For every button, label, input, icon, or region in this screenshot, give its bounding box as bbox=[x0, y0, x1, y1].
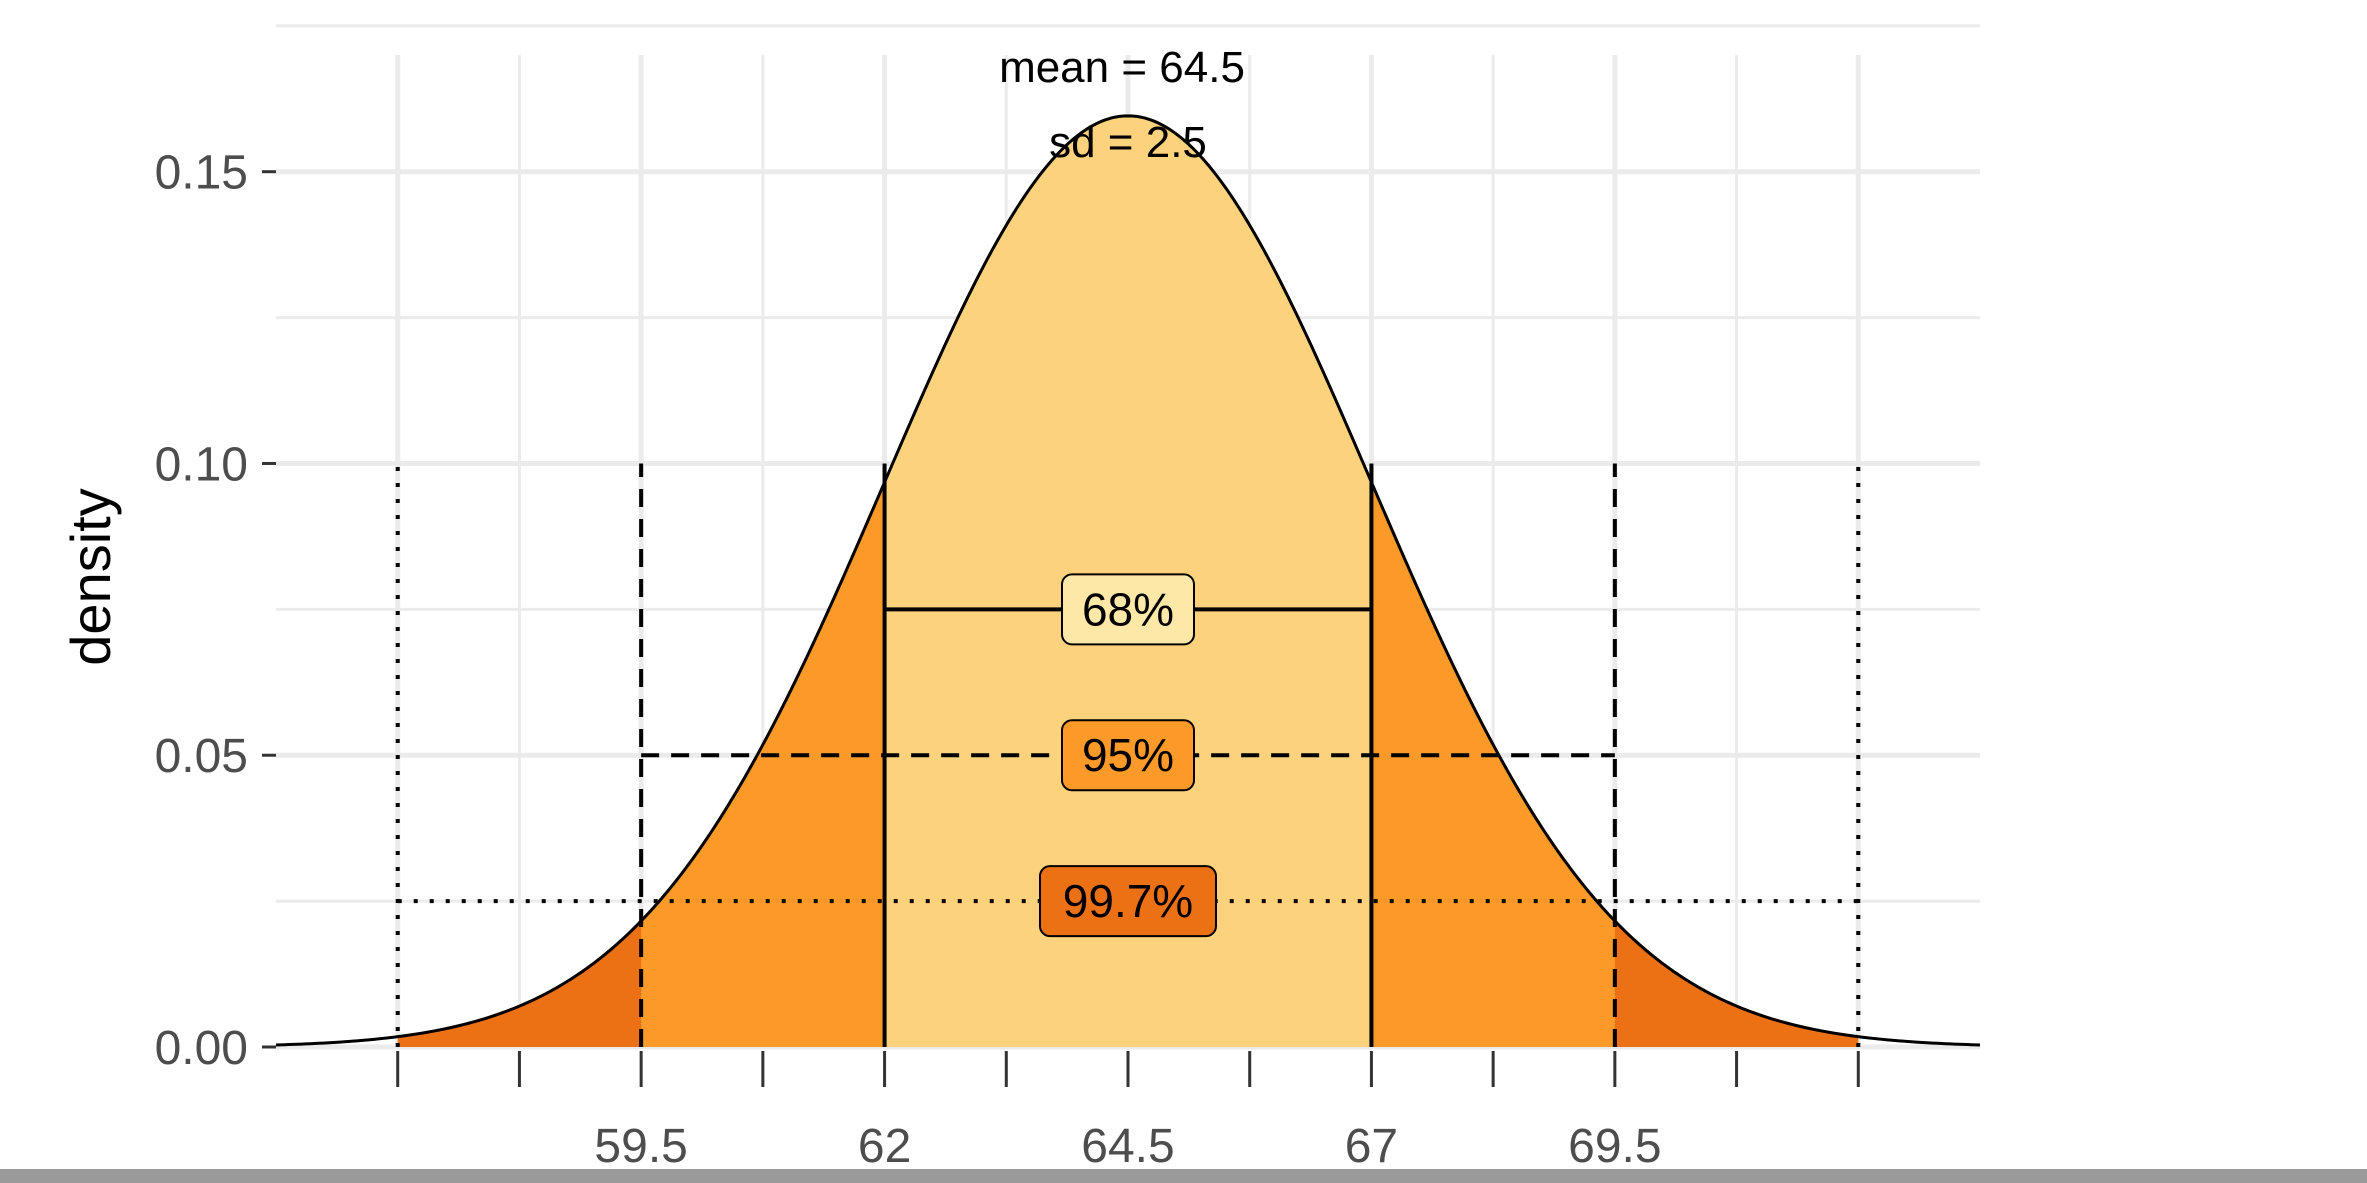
y-tick-label: 0.05 bbox=[155, 730, 248, 783]
x-tick-label: 64.5 bbox=[1081, 1120, 1174, 1173]
x-tick-label: 67 bbox=[1345, 1120, 1398, 1173]
interval-95-label-box bbox=[1061, 719, 1195, 792]
interval-markers: 68% 95% 99.7% bbox=[395, 463, 1861, 1047]
mean-annotation: mean = 64.5 bbox=[999, 43, 1245, 92]
y-tick-label: 0.10 bbox=[155, 438, 248, 491]
y-tick-label: 0.15 bbox=[155, 147, 248, 200]
x-tick-label: 62 bbox=[858, 1120, 911, 1173]
sd-annotation: sd = 2.5 bbox=[1049, 118, 1207, 167]
x-axis-ticks: 59.5 62 64.5 67 69.5 bbox=[396, 1051, 1860, 1173]
y-tick-label: 0.00 bbox=[155, 1022, 248, 1075]
interval-997-label-box bbox=[1039, 865, 1217, 938]
x-tick-label: 59.5 bbox=[594, 1120, 687, 1173]
x-tick-label: 69.5 bbox=[1568, 1120, 1661, 1173]
density-curve bbox=[275, 114, 1981, 1047]
interval-68-label: 68% bbox=[1082, 583, 1174, 635]
interval-997-label: 99.7% bbox=[1063, 875, 1193, 927]
y-axis-ticks: 0.00 0.05 0.10 0.15 bbox=[155, 147, 276, 1075]
interval-95-label: 95% bbox=[1082, 729, 1174, 781]
interval-68-label-box bbox=[1061, 573, 1195, 646]
bottom-scrollbar bbox=[0, 1169, 2367, 1183]
y-axis-title: density bbox=[59, 488, 122, 665]
